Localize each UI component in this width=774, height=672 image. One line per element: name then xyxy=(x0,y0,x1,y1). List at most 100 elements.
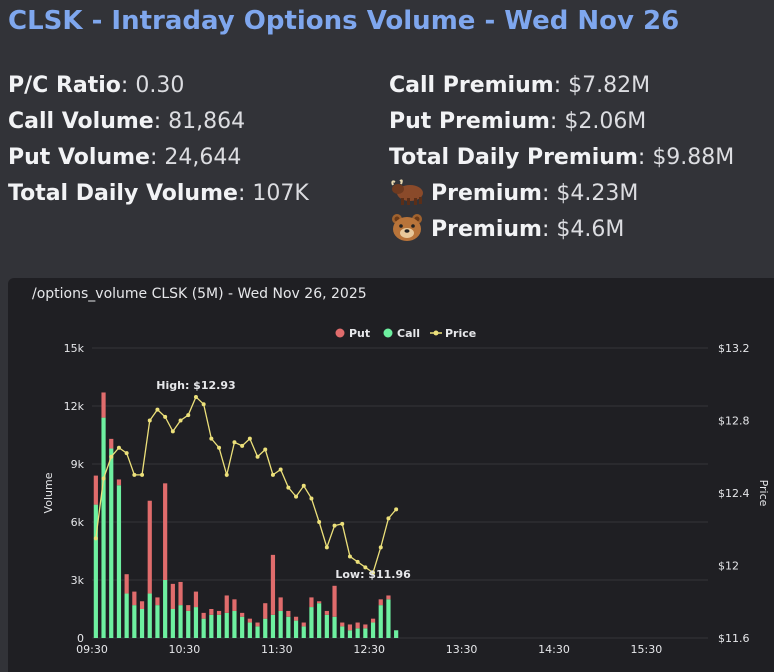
price-point xyxy=(155,407,160,412)
put-bar xyxy=(363,624,368,629)
price-point xyxy=(193,394,198,399)
call-bar xyxy=(394,630,399,638)
put-bar xyxy=(332,585,337,617)
call-bar xyxy=(209,614,214,638)
price-point xyxy=(301,483,306,488)
stats-left: P/C Ratio: 0.30 Call Volume: 81,864 Put … xyxy=(8,68,309,212)
price-point xyxy=(378,545,383,550)
call-bar xyxy=(186,610,191,638)
put-bar xyxy=(263,603,268,619)
low-annotation: Low: $11.96 xyxy=(335,568,411,581)
y-tick-label: 0 xyxy=(77,632,84,645)
bear-icon xyxy=(392,214,422,241)
put-bar xyxy=(324,610,329,615)
call-bar xyxy=(216,614,222,638)
price-point xyxy=(340,521,345,526)
price-point xyxy=(163,414,168,419)
put-bar xyxy=(201,612,206,619)
y-tick-label: 15k xyxy=(64,342,85,355)
put-bar xyxy=(178,581,183,606)
put-bar xyxy=(155,597,160,606)
call-bar xyxy=(386,599,391,638)
call-bar xyxy=(232,610,237,638)
call-bar xyxy=(247,622,252,638)
put-bar xyxy=(286,610,291,617)
put-bar xyxy=(386,595,391,600)
y2-tick-label: $12 xyxy=(718,560,739,573)
legend-swatch-call xyxy=(383,328,393,338)
put-bar xyxy=(317,601,322,604)
put-bar xyxy=(378,599,383,606)
stat-put-premium: Put Premium: $2.06M xyxy=(389,109,647,134)
put-bar xyxy=(101,392,106,418)
y-axis-title: Volume xyxy=(42,472,55,513)
legend-swatch-put xyxy=(335,328,345,338)
stat-total-daily-volume: Total Daily Volume: 107K xyxy=(8,181,309,206)
price-point xyxy=(255,454,260,459)
y2-tick-label: $13.2 xyxy=(718,342,750,355)
stats-right: Call Premium: $7.82M Put Premium: $2.06M… xyxy=(389,68,734,248)
call-bar xyxy=(224,612,229,638)
call-bar xyxy=(132,605,137,638)
call-bar xyxy=(109,448,114,638)
price-point xyxy=(332,523,337,528)
legend-label-price: Price xyxy=(445,327,476,340)
y-tick-label: 6k xyxy=(71,516,85,529)
price-point xyxy=(394,507,399,512)
legend-label-call: Call xyxy=(397,327,420,340)
legend-label-put: Put xyxy=(349,327,370,340)
bull-icon xyxy=(391,179,423,205)
y-tick-label: 3k xyxy=(71,574,85,587)
price-line xyxy=(95,395,397,574)
call-bar xyxy=(147,593,152,638)
y2-tick-label: $12.8 xyxy=(718,415,750,428)
price-point xyxy=(109,454,114,459)
stat-call-volume: Call Volume: 81,864 xyxy=(8,109,246,134)
y2-tick-label: $12.4 xyxy=(718,487,750,500)
price-point xyxy=(93,536,98,541)
x-tick-label: 12:30 xyxy=(353,643,385,656)
price-point xyxy=(347,554,352,559)
price-point xyxy=(386,516,391,521)
price-point xyxy=(224,472,229,477)
legend-swatch-price xyxy=(433,330,439,336)
price-point xyxy=(209,436,214,441)
call-bar xyxy=(378,605,383,638)
x-tick-label: 13:30 xyxy=(446,643,478,656)
call-bar xyxy=(317,603,322,638)
x-tick-label: 14:30 xyxy=(538,643,570,656)
call-bar xyxy=(193,607,199,638)
price-point xyxy=(363,565,368,570)
put-bar xyxy=(270,554,276,615)
price-point xyxy=(178,418,183,423)
price-point xyxy=(147,418,152,423)
page-title: CLSK - Intraday Options Volume - Wed Nov… xyxy=(8,6,680,36)
call-bar xyxy=(263,618,268,638)
call-bar xyxy=(293,620,299,638)
stat-pc-ratio: P/C Ratio: 0.30 xyxy=(8,73,185,98)
put-bar xyxy=(355,622,360,629)
call-bar xyxy=(278,610,283,638)
put-bar xyxy=(209,609,214,615)
chart-title: /options_volume CLSK (5M) - Wed Nov 26, … xyxy=(32,286,367,302)
put-bar xyxy=(147,500,152,594)
call-bar xyxy=(355,628,360,638)
stat-bear-premium: Premium: $4.6M xyxy=(389,212,734,248)
stat-total-daily-premium: Total Daily Premium: $9.88M xyxy=(389,145,735,170)
price-point xyxy=(309,496,314,501)
put-bar xyxy=(232,599,237,611)
price-point xyxy=(132,472,137,477)
y2-tick-label: $11.6 xyxy=(718,632,750,645)
price-point xyxy=(170,429,175,434)
price-point xyxy=(355,559,360,564)
call-bar xyxy=(116,485,122,638)
price-point xyxy=(324,545,329,550)
put-bar xyxy=(301,622,306,627)
x-tick-label: 09:30 xyxy=(76,643,108,656)
call-bar xyxy=(270,614,276,638)
y-tick-label: 9k xyxy=(71,458,85,471)
call-bar xyxy=(255,626,260,638)
call-bar xyxy=(178,605,183,638)
put-bar xyxy=(240,612,245,617)
price-point xyxy=(317,520,322,524)
